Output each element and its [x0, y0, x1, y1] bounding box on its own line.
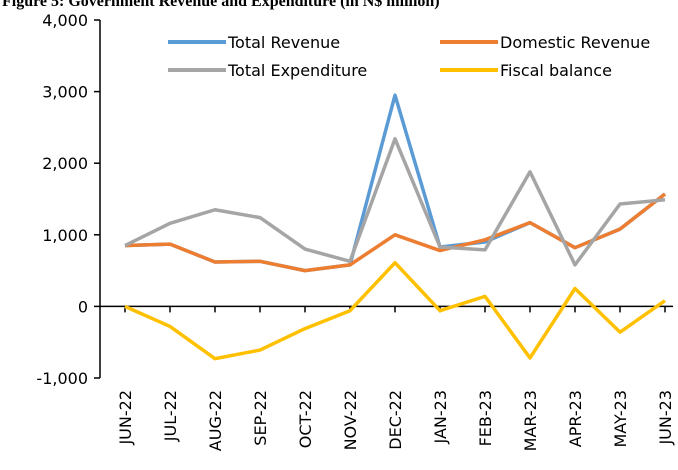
- chart-title: Figure 5: Government Revenue and Expendi…: [2, 0, 440, 10]
- legend-label: Domestic Revenue: [500, 33, 650, 52]
- series-line: [124, 260, 667, 361]
- legend-label: Fiscal balance: [500, 61, 612, 80]
- y-tick-label: 0: [78, 297, 88, 316]
- x-tick-label: APR-23: [566, 390, 585, 447]
- x-tick-label: MAR-23: [521, 390, 540, 451]
- x-tick-label: DEC-22: [386, 390, 405, 450]
- x-tick-label: NOV-22: [341, 390, 360, 450]
- y-tick-label: 2,000: [42, 154, 88, 173]
- x-tick-label: MAY-23: [611, 390, 630, 448]
- x-tick-label: JUN-22: [116, 390, 135, 446]
- x-tick-label: JUL-22: [161, 390, 180, 442]
- y-tick-label: -1,000: [36, 369, 88, 388]
- series-line: [124, 192, 667, 273]
- y-tick-label: 3,000: [42, 83, 88, 102]
- legend-label: Total Revenue: [227, 33, 340, 52]
- x-tick-label: AUG-22: [206, 390, 225, 451]
- series-line: [124, 137, 666, 267]
- x-tick-label: SEP-22: [251, 390, 270, 446]
- x-tick-label: JAN-23: [431, 390, 450, 444]
- x-tick-label: OCT-22: [296, 390, 315, 448]
- x-tick-label: FEB-23: [476, 390, 495, 446]
- x-tick-label: JUN-23: [656, 390, 675, 446]
- y-tick-label: 4,000: [42, 11, 88, 30]
- y-tick-label: 1,000: [42, 226, 88, 245]
- legend-label: Total Expenditure: [227, 61, 367, 80]
